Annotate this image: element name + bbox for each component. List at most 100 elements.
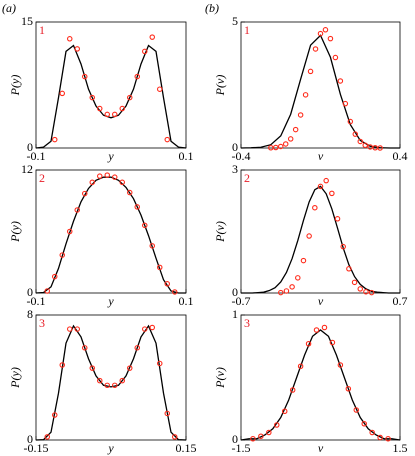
data-point <box>351 279 358 286</box>
data-point <box>357 138 363 145</box>
y-tick-label: 0 <box>27 285 33 299</box>
data-point <box>89 365 96 371</box>
y-tick-label: 0 <box>27 140 33 154</box>
data-point <box>250 435 256 442</box>
data-point <box>67 36 73 42</box>
data-point <box>266 429 272 436</box>
data-point <box>104 382 111 389</box>
data-point <box>329 339 336 346</box>
data-point <box>149 243 156 249</box>
data-point <box>164 281 171 287</box>
data-point <box>127 94 133 101</box>
panel-label: 3 <box>39 316 45 330</box>
data-point <box>340 243 346 250</box>
data-point <box>353 407 360 413</box>
data-point <box>300 257 307 264</box>
data-point <box>127 189 133 196</box>
data-point <box>142 48 148 55</box>
x-tick-label: 0.1 <box>179 294 194 308</box>
data-point <box>149 324 156 331</box>
plot-frame <box>240 21 401 149</box>
data-point <box>289 387 296 393</box>
curve <box>35 176 186 294</box>
y-axis-label: P(v) <box>213 221 227 243</box>
data-point <box>357 286 363 292</box>
data-point <box>281 408 288 414</box>
y-tick-label: 0 <box>232 432 238 446</box>
data-point <box>297 363 304 369</box>
data-point <box>273 144 279 151</box>
data-point <box>119 179 126 186</box>
y-tick-label: 0 <box>27 432 33 446</box>
curve <box>35 324 187 441</box>
data-point <box>346 266 352 272</box>
data-point <box>82 345 88 351</box>
x-tick-label: -0.1 <box>27 149 46 163</box>
x-axis-label: v <box>318 294 324 308</box>
y-tick-label: 1 <box>232 307 238 321</box>
data-point <box>149 34 156 40</box>
column-label: (b) <box>205 1 219 15</box>
x-tick-label: 0.4 <box>393 149 408 163</box>
data-point <box>337 362 344 368</box>
data-point <box>337 78 344 84</box>
data-point <box>82 73 88 80</box>
data-point <box>104 172 111 178</box>
data-point <box>268 144 274 151</box>
x-tick-label: 0.7 <box>393 294 408 308</box>
x-tick-label: -0.4 <box>232 149 251 163</box>
x-tick-label: -0.1 <box>27 294 46 308</box>
data-point <box>277 143 284 150</box>
data-point <box>347 118 354 125</box>
data-point <box>157 360 163 367</box>
data-point <box>363 289 369 295</box>
panel-label: 2 <box>244 171 250 185</box>
data-point <box>97 105 103 112</box>
data-point <box>312 46 319 52</box>
x-axis-label: y <box>107 149 114 163</box>
data-point <box>302 92 309 98</box>
data-point <box>89 179 96 186</box>
data-point <box>104 111 111 118</box>
x-axis-label: y <box>107 441 114 455</box>
data-point <box>112 111 118 118</box>
x-tick-label: -0.7 <box>232 294 251 308</box>
x-tick-label: -1.5 <box>232 441 251 455</box>
y-axis-label: P(y) <box>8 367 22 389</box>
y-axis-label: P(y) <box>8 75 22 97</box>
data-point <box>67 326 73 332</box>
plot-frame <box>35 314 187 441</box>
plot-frame <box>240 169 401 294</box>
data-point <box>305 340 312 347</box>
data-point <box>127 365 133 371</box>
plot-frame <box>35 21 187 149</box>
data-point <box>362 142 368 148</box>
data-point <box>142 222 148 229</box>
y-tick-label: 8 <box>27 307 33 321</box>
panel-label: 1 <box>39 23 45 37</box>
x-tick-label: 1.5 <box>393 441 408 455</box>
panel-label: 3 <box>244 316 250 330</box>
y-axis-label: P(y) <box>8 221 22 243</box>
data-point <box>377 434 383 441</box>
data-point <box>51 136 58 143</box>
data-point <box>321 324 328 331</box>
data-point <box>142 326 148 332</box>
data-point <box>44 434 50 440</box>
data-point <box>112 382 118 389</box>
data-point <box>164 136 171 143</box>
data-point <box>172 434 178 440</box>
data-point <box>258 433 264 439</box>
curve <box>35 44 187 149</box>
data-point <box>297 112 304 118</box>
data-point <box>134 345 141 351</box>
data-point <box>323 177 329 184</box>
data-point <box>377 145 383 151</box>
data-point <box>283 288 290 294</box>
panel-label: 1 <box>244 23 250 37</box>
data-point <box>342 100 349 107</box>
data-point <box>292 126 299 133</box>
data-point <box>306 233 312 239</box>
y-axis-label: P(v) <box>213 367 227 389</box>
